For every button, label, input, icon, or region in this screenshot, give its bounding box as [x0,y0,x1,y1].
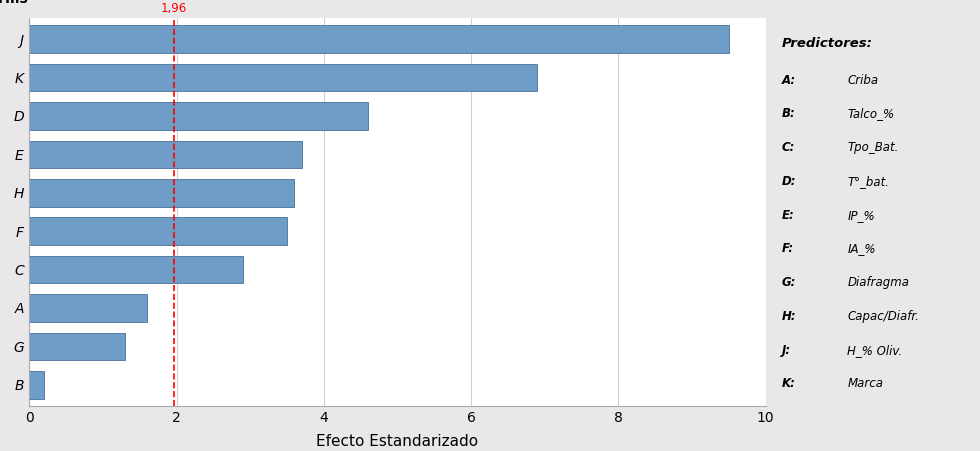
Text: T°_bat.: T°_bat. [848,175,890,188]
Bar [29,294,147,322]
Text: 1,96: 1,96 [161,2,187,15]
Text: IA_%: IA_% [848,242,876,255]
Text: K:: K: [782,377,796,390]
Text: Marca: Marca [848,377,884,390]
Bar [29,256,243,283]
Text: Predictores:: Predictores: [782,37,873,51]
Text: C:: C: [782,141,796,154]
Text: Capac/Diafr.: Capac/Diafr. [848,310,919,323]
Bar [29,25,729,53]
Bar [29,64,537,92]
Bar [29,141,302,168]
Text: F:: F: [782,242,794,255]
Text: G:: G: [782,276,797,289]
Bar [29,102,368,130]
Text: Terms: Terms [0,0,28,6]
Text: Tpo_Bat.: Tpo_Bat. [848,141,899,154]
Bar [29,371,44,399]
Bar [29,332,125,360]
Text: Diafragma: Diafragma [848,276,909,289]
Text: Talco_%: Talco_% [848,107,895,120]
Text: B:: B: [782,107,796,120]
Text: H_% Oliv.: H_% Oliv. [848,344,903,357]
Text: J:: J: [782,344,791,357]
Text: E:: E: [782,208,795,221]
X-axis label: Efecto Estandarizado: Efecto Estandarizado [317,434,478,449]
Text: A:: A: [782,74,796,87]
Bar [29,217,287,245]
Text: D:: D: [782,175,797,188]
Text: Criba: Criba [848,74,879,87]
Text: H:: H: [782,310,797,323]
Text: IP_%: IP_% [848,208,875,221]
Bar [29,179,294,207]
